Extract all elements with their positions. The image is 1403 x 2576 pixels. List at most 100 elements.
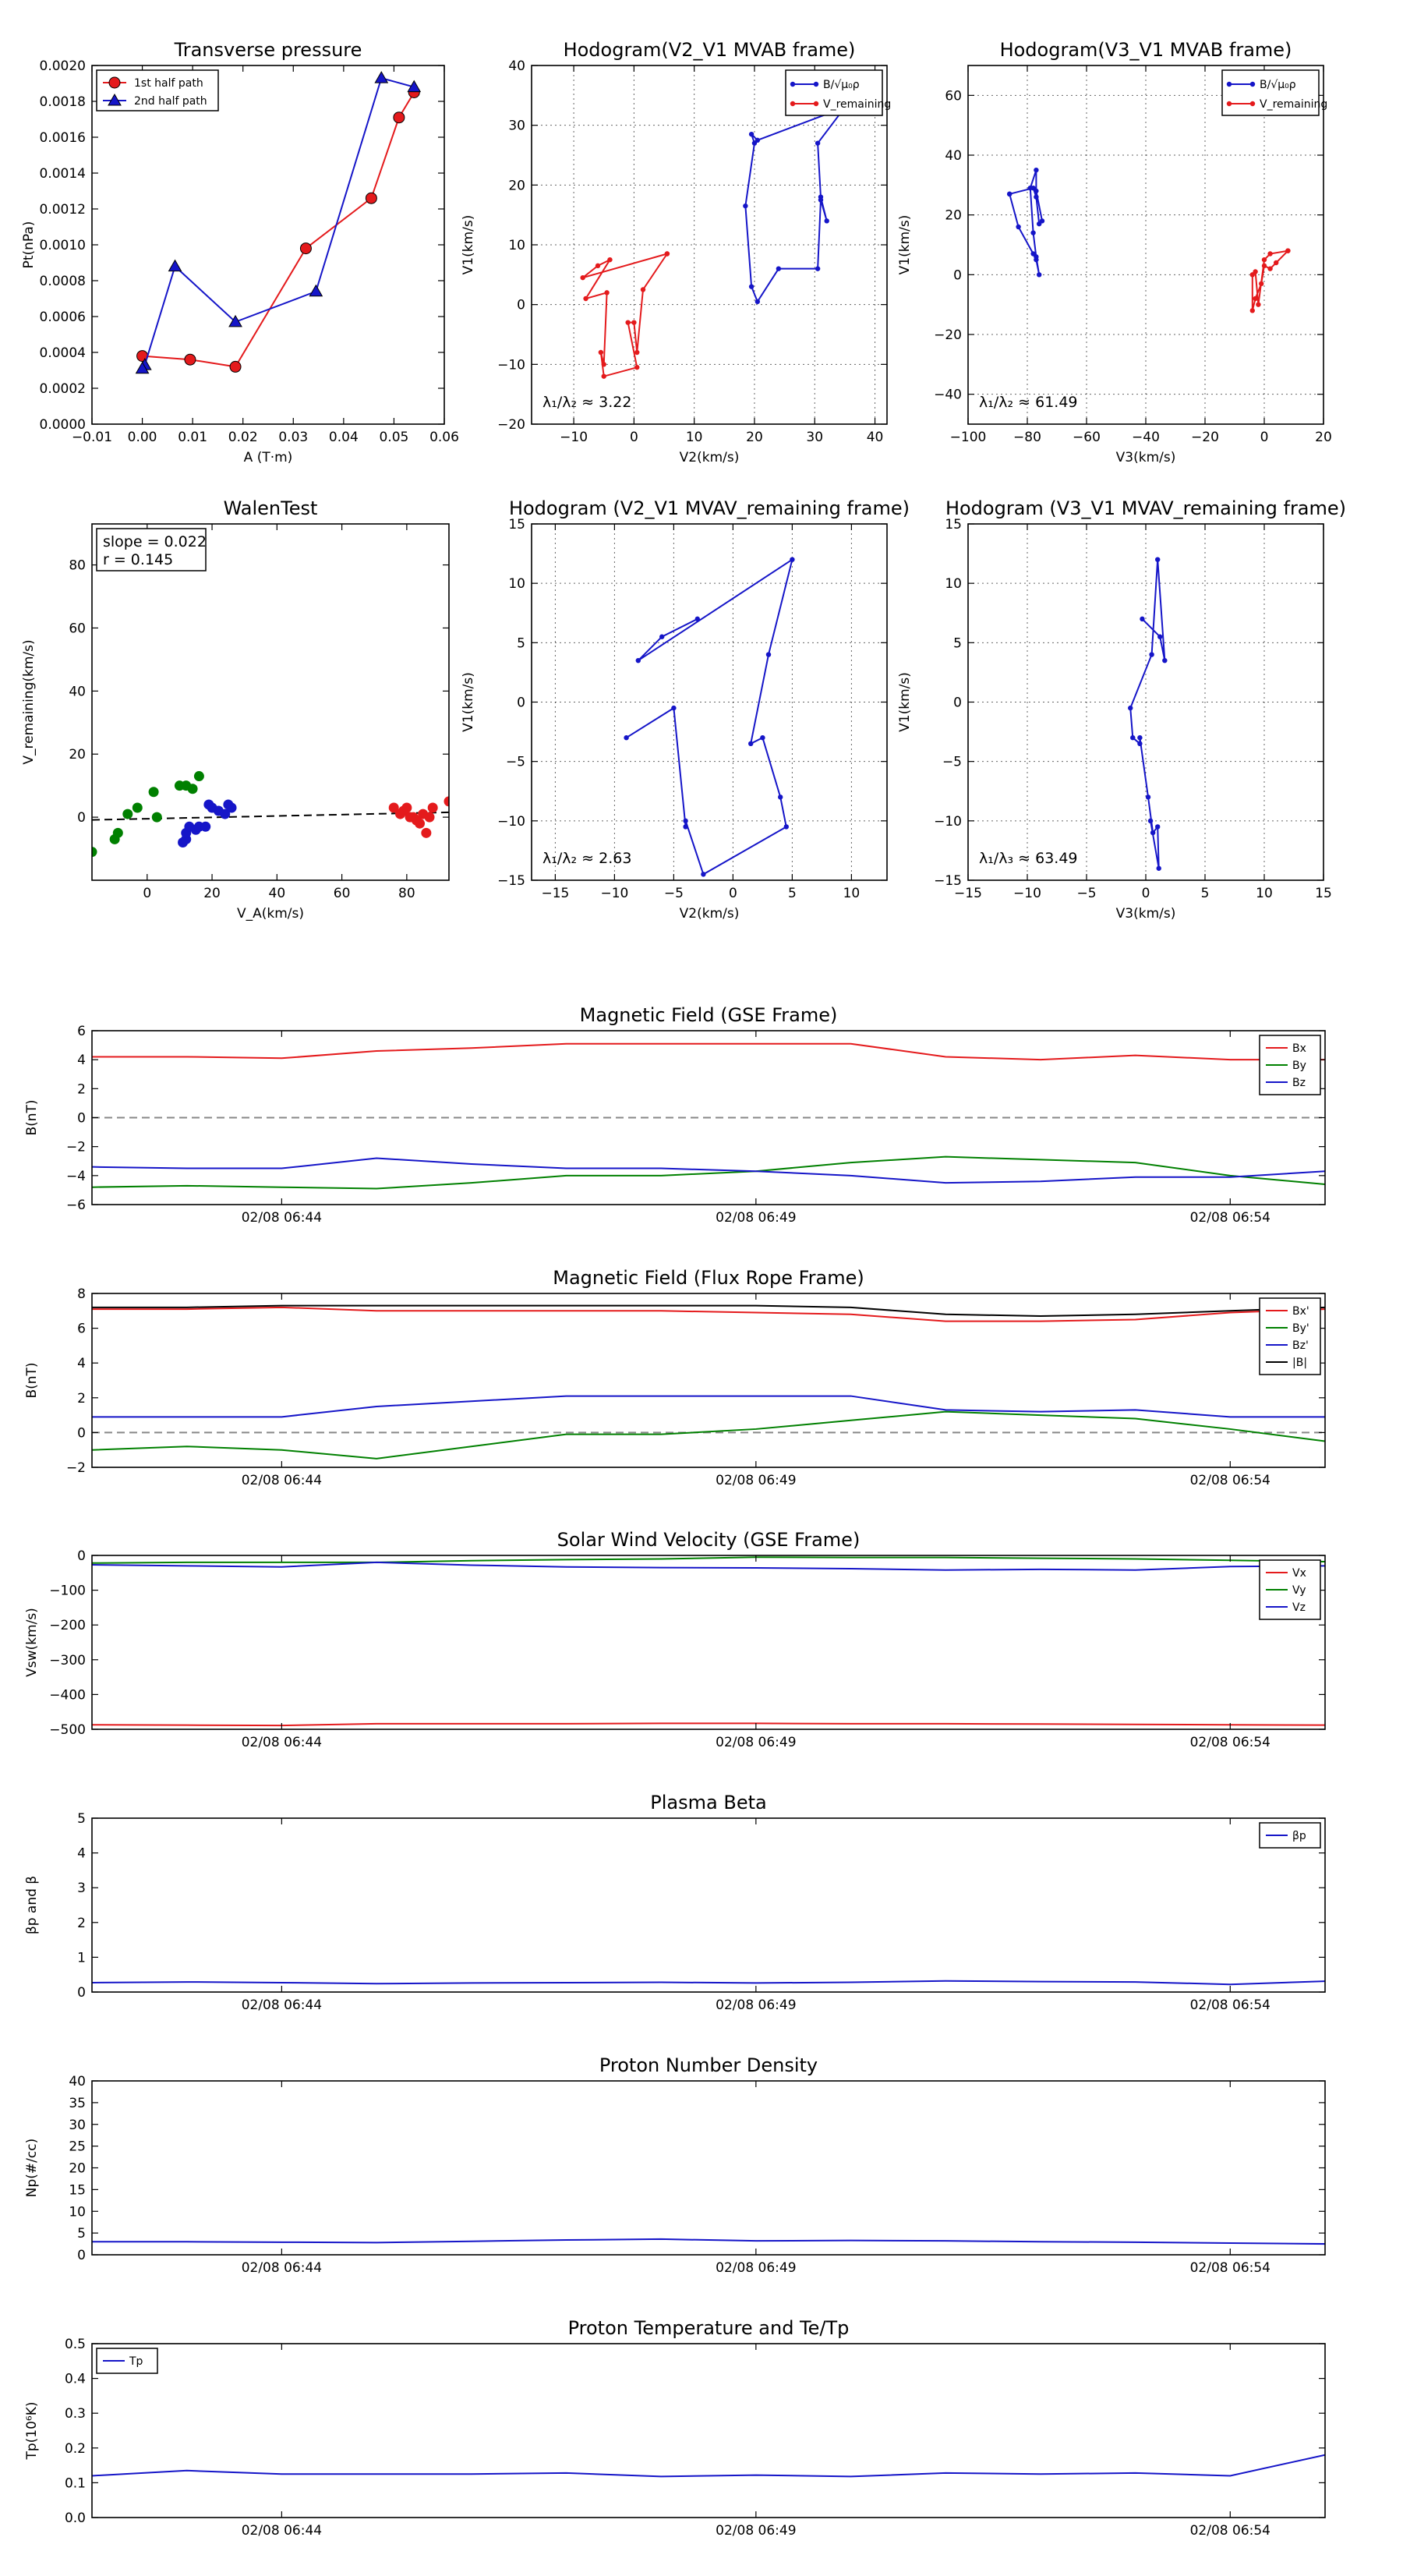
data-point-B/√μ₀ρ xyxy=(776,266,782,271)
x-tick-label: −10 xyxy=(560,430,588,445)
data-point-2nd half path xyxy=(168,259,182,272)
y-tick-label: −400 xyxy=(49,1687,86,1703)
x-tick-label: 02/08 06:44 xyxy=(242,1735,322,1750)
y-tick-label: 0.0014 xyxy=(40,166,86,182)
data-layer xyxy=(1007,167,1291,313)
legend-marker xyxy=(813,81,819,87)
y-tick-label: 35 xyxy=(69,2096,86,2111)
x-tick-label: 80 xyxy=(398,886,415,901)
legend-label: By xyxy=(1292,1060,1306,1072)
plot-frame xyxy=(91,1555,1326,1730)
y-tick-label: −15 xyxy=(497,873,525,889)
legend-label: Vz xyxy=(1292,1601,1306,1614)
scatter-point-blue xyxy=(200,821,211,832)
data-point-V_remaining xyxy=(1249,308,1256,313)
y-axis-label: Pt(nPa) xyxy=(21,221,37,269)
y-tick-label: 0 xyxy=(77,810,86,826)
y-tick-label: 10 xyxy=(508,238,525,253)
x-tick-label: 02/08 06:49 xyxy=(716,1473,796,1488)
legend-label: Bz' xyxy=(1292,1339,1309,1352)
y-tick-label: 0 xyxy=(517,695,525,711)
data-point-1st half path xyxy=(184,353,196,366)
x-tick-label: 0.06 xyxy=(429,430,459,445)
y-tick-label: 0.0020 xyxy=(40,58,86,74)
y-tick-label: 60 xyxy=(945,88,962,104)
series-line-Tp xyxy=(92,2454,1325,2478)
y-tick-label: −20 xyxy=(934,327,962,343)
chart-title: Solar Wind Velocity (GSE Frame) xyxy=(557,1529,861,1551)
chart-hodo3: Hodogram (V2_V1 MVAV_remaining frame) −15… xyxy=(461,497,910,922)
data-point-path xyxy=(748,741,754,747)
x-tick-label: 02/08 06:54 xyxy=(1190,1735,1270,1750)
y-tick-label: −10 xyxy=(497,357,525,373)
data-point-path xyxy=(683,818,688,824)
data-layer xyxy=(92,1042,1325,1190)
x-tick-label: −40 xyxy=(1132,430,1160,445)
chart-title: Hodogram(V3_V1 MVAB frame) xyxy=(1000,39,1292,61)
y-tick-label: 0 xyxy=(77,2248,86,2263)
y-tick-label: 0.1 xyxy=(65,2475,86,2491)
y-tick-label: 0.0008 xyxy=(40,274,86,289)
series-line-1st half path xyxy=(142,91,415,368)
y-axis-label: V1(km/s) xyxy=(461,672,476,732)
y-tick-label: 5 xyxy=(953,635,962,651)
x-tick-label: 02/08 06:54 xyxy=(1190,1473,1270,1488)
x-tick-label: −20 xyxy=(1191,430,1219,445)
legend-marker xyxy=(1249,101,1256,107)
y-tick-label: 0.0010 xyxy=(40,238,86,253)
data-layer xyxy=(92,771,449,858)
data-point-path xyxy=(671,705,677,711)
y-tick-label: 2 xyxy=(77,1081,86,1097)
fit-slope-label: slope = 0.022 xyxy=(103,533,207,550)
data-point-path xyxy=(1150,830,1156,836)
scatter-point-green xyxy=(112,827,123,838)
x-tick-label: 02/08 06:49 xyxy=(716,2523,796,2539)
data-point-B/√μ₀ρ xyxy=(748,131,755,137)
data-point-path xyxy=(790,557,795,562)
data-point-path xyxy=(694,616,700,622)
chart-title: Proton Temperature and Te/Tp xyxy=(568,2317,850,2339)
y-tick-label: 0.4 xyxy=(65,2372,86,2387)
y-tick-label: 0.0018 xyxy=(40,94,86,110)
fit-label-box xyxy=(96,528,207,571)
scatter-point-green xyxy=(92,847,97,858)
legend-label: |B| xyxy=(1292,1357,1307,1369)
legend-marker xyxy=(1226,81,1232,87)
y-tick-label: 20 xyxy=(945,208,962,224)
y-tick-label: 10 xyxy=(945,576,962,592)
plot-frame xyxy=(91,2343,1326,2518)
data-point-B/√μ₀ρ xyxy=(755,299,761,305)
chart-ts6: Proton Temperature and Te/Tp 02/08 06:44 0… xyxy=(24,2317,1326,2539)
eigenvalue-ratio: λ₁/λ₂ ≈ 2.63 xyxy=(542,850,631,867)
y-tick-label: 0.0 xyxy=(65,2511,86,2526)
data-layer xyxy=(92,1304,1325,1460)
x-tick-label: −15 xyxy=(954,886,982,901)
legend-label: Bx xyxy=(1292,1042,1306,1055)
x-tick-label: 02/08 06:54 xyxy=(1190,2523,1270,2539)
data-point-B/√μ₀ρ xyxy=(815,140,821,146)
data-layer xyxy=(92,1556,1325,1727)
data-point-path xyxy=(1147,818,1154,824)
x-tick-label: 02/08 06:54 xyxy=(1190,1997,1270,2013)
x-axis-label: V3(km/s) xyxy=(1116,450,1176,465)
x-tick-label: 5 xyxy=(1201,886,1210,901)
x-tick-label: 02/08 06:44 xyxy=(242,1473,322,1488)
data-point-V_remaining xyxy=(1267,251,1273,257)
x-tick-label: 02/08 06:54 xyxy=(1190,2260,1270,2276)
data-point-path xyxy=(1162,657,1168,663)
data-point-B/√μ₀ρ xyxy=(1037,221,1042,227)
scatter-point-green xyxy=(122,809,133,819)
data-point-path xyxy=(1137,735,1143,741)
x-tick-label: 40 xyxy=(269,886,286,901)
chart-title: Transverse pressure xyxy=(174,39,362,61)
y-tick-label: 0.0012 xyxy=(40,202,86,218)
x-tick-label: 02/08 06:49 xyxy=(716,1735,796,1750)
legend-box xyxy=(1221,69,1320,116)
chart-title: Magnetic Field (GSE Frame) xyxy=(580,1004,838,1026)
x-tick-label: 0.04 xyxy=(329,430,359,445)
y-axis-label: βp and β xyxy=(24,1876,40,1934)
data-point-B/√μ₀ρ xyxy=(815,266,821,271)
data-point-V_remaining xyxy=(583,295,588,302)
legend-marker xyxy=(813,101,819,107)
y-axis-label: V1(km/s) xyxy=(897,215,913,275)
